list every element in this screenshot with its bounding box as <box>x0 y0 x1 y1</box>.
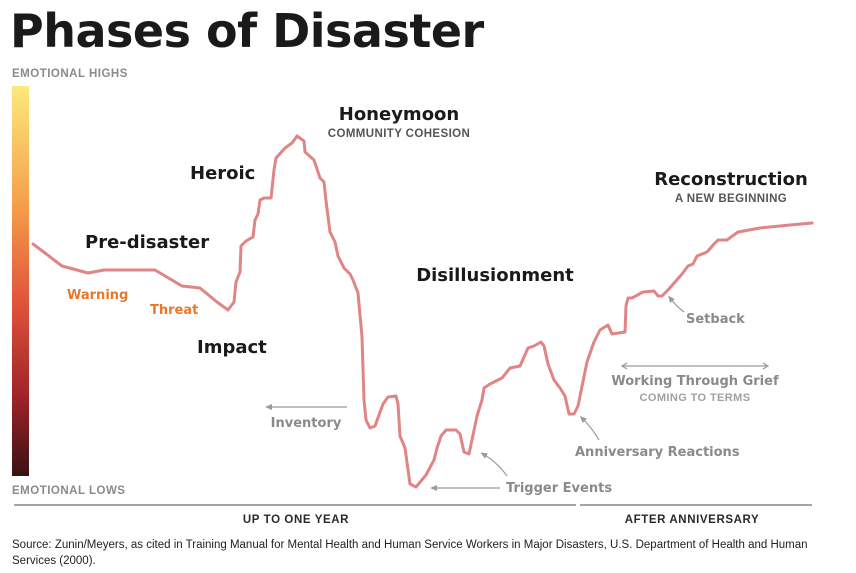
phase-honeymoon-label: Honeymoon <box>339 104 460 125</box>
working-through-grief-label: Working Through Grief <box>611 374 779 389</box>
phase-impact-label: Impact <box>197 337 267 358</box>
timeline-after-anniversary-label: AFTER ANNIVERSARY <box>625 514 760 526</box>
source-citation: Source: Zunin/Meyers, as cited in Traini… <box>12 539 808 567</box>
anniversary-reactions-arrow <box>579 415 600 441</box>
phase-pre-disaster-label: Pre-disaster <box>85 232 209 253</box>
page-title: Phases of Disaster <box>10 4 484 58</box>
setback-arrow <box>668 295 685 313</box>
phase-reconstruction-subtitle: A NEW BEGINNING <box>675 193 787 205</box>
emotional-curve <box>31 134 814 489</box>
emotional-highs-label: EMOTIONAL HIGHS <box>12 68 128 80</box>
coming-to-terms-label: COMING TO TERMS <box>640 392 751 404</box>
grief-span-left-tip <box>620 362 628 370</box>
phase-warning-label: Warning <box>67 288 128 303</box>
phase-disillusionment-label: Disillusionment <box>416 265 574 286</box>
phase-reconstruction-label: Reconstruction <box>654 169 808 190</box>
trigger-events-label: Trigger Events <box>506 481 612 496</box>
anniversary-reactions-label: Anniversary Reactions <box>575 445 740 460</box>
emotional-scale-bar <box>12 86 29 476</box>
phase-threat-label: Threat <box>150 303 198 318</box>
grief-span-right-tip <box>762 362 770 370</box>
timeline-up-to-one-year-label: UP TO ONE YEAR <box>243 514 349 526</box>
phase-honeymoon-subtitle: COMMUNITY COHESION <box>328 128 470 140</box>
setback-label: Setback <box>686 312 745 327</box>
phase-heroic-label: Heroic <box>190 163 255 184</box>
inventory-label: Inventory <box>271 416 342 431</box>
trigger-events-arrow-up <box>480 452 508 477</box>
emotional-lows-label: EMOTIONAL LOWS <box>12 485 125 497</box>
